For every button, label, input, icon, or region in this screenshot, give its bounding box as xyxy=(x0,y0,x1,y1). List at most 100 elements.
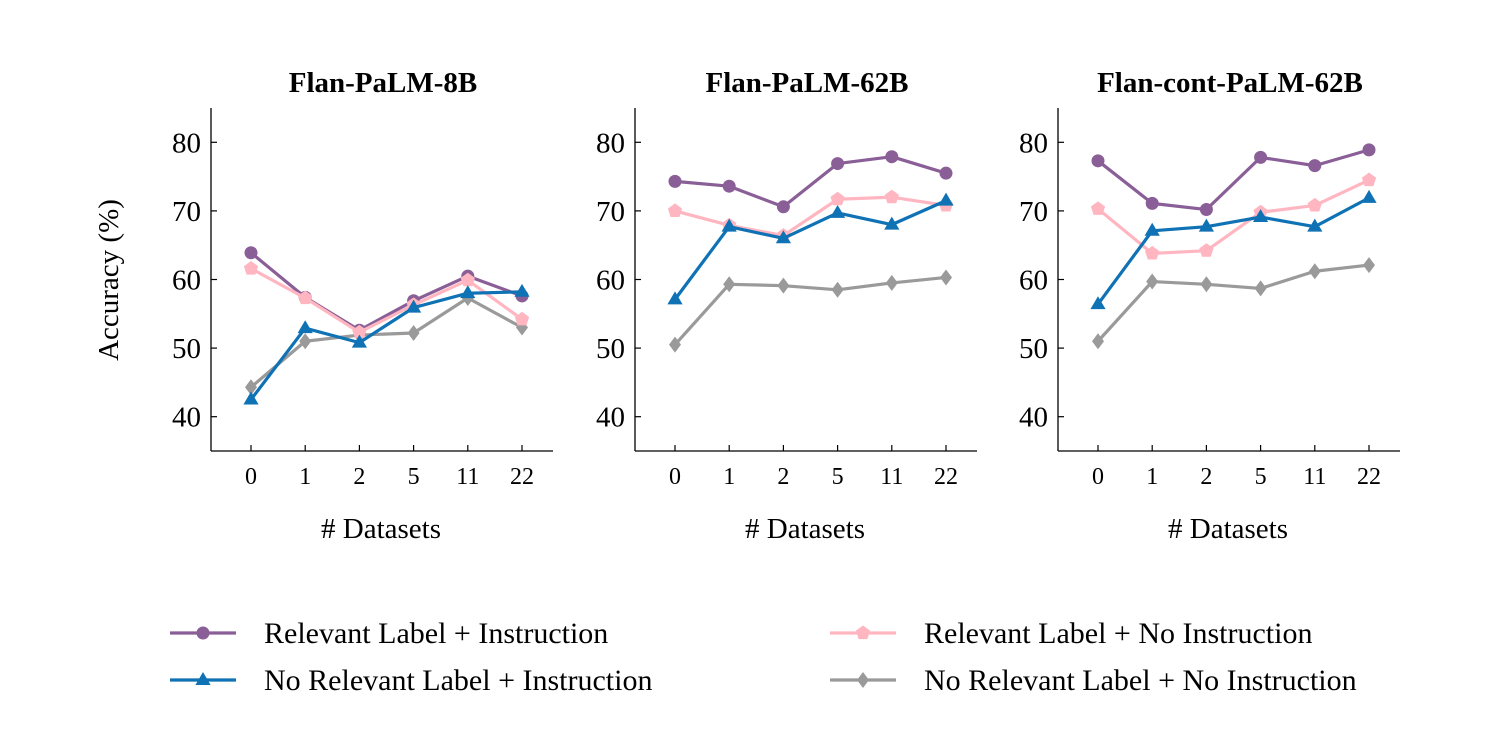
x-tick-label: 2 xyxy=(353,464,365,490)
legend-marker xyxy=(196,626,210,640)
series-line xyxy=(1096,196,1370,306)
x-tick-label: 11 xyxy=(456,464,479,490)
y-tick-label: 70 xyxy=(172,196,201,228)
x-tick-label: 22 xyxy=(934,464,958,490)
chart-title: Flan-cont-PaLM-62B xyxy=(1097,67,1363,99)
data-point xyxy=(1145,196,1159,210)
y-tick-label: 70 xyxy=(596,196,625,228)
y-tick-label: 60 xyxy=(596,265,625,297)
data-point xyxy=(940,269,952,286)
series-relevant-label-instruction xyxy=(1091,143,1376,217)
x-tick-label: 11 xyxy=(880,464,903,490)
data-point xyxy=(1091,154,1105,168)
data-point xyxy=(776,200,790,214)
x-tick-label: 1 xyxy=(1146,464,1158,490)
series-no-relevant-label-no-instruction xyxy=(1092,257,1375,350)
series-no-relevant-label-instruction xyxy=(1090,189,1377,310)
data-point xyxy=(1092,333,1104,350)
y-tick-label: 50 xyxy=(1019,333,1048,365)
x-tick-label: 5 xyxy=(408,464,420,490)
series-no-relevant-label-no-instruction xyxy=(669,269,952,353)
data-point xyxy=(352,324,367,339)
x-tick-label: 0 xyxy=(669,464,681,490)
series-relevant-label-instruction xyxy=(668,150,953,214)
data-point xyxy=(1363,257,1375,274)
series-line xyxy=(673,199,947,301)
data-point xyxy=(1198,218,1214,232)
data-point xyxy=(1146,273,1159,290)
data-point xyxy=(885,274,898,291)
series-line xyxy=(1097,148,1370,212)
y-tick-label: 80 xyxy=(172,127,201,159)
y-tick-label: 40 xyxy=(172,402,201,434)
data-point xyxy=(298,290,313,305)
series-line xyxy=(674,155,947,209)
chart-title: Flan-PaLM-62B xyxy=(706,67,909,99)
data-point xyxy=(668,174,682,188)
data-point xyxy=(831,157,845,171)
data-point xyxy=(938,192,954,206)
data-point xyxy=(297,320,313,334)
chart-title: Flan-PaLM-8B xyxy=(289,67,478,99)
y-tick-label: 60 xyxy=(1019,265,1048,297)
data-point xyxy=(885,150,899,164)
data-point xyxy=(244,246,258,260)
data-point xyxy=(1253,209,1269,223)
legend-label: Relevant Label + No Instruction xyxy=(924,617,1312,650)
data-point xyxy=(1200,276,1213,293)
data-point xyxy=(669,336,681,353)
legend-label: Relevant Label + Instruction xyxy=(264,617,608,650)
x-tick-label: 22 xyxy=(1357,464,1381,490)
series-line xyxy=(1096,263,1370,343)
x-tick-label: 1 xyxy=(299,464,311,490)
x-tick-label: 1 xyxy=(723,464,735,490)
x-axis-label: # Datasets xyxy=(321,513,441,545)
y-tick-label: 50 xyxy=(596,333,625,365)
data-point xyxy=(830,204,846,218)
data-point xyxy=(514,311,530,326)
y-tick-label: 40 xyxy=(1019,402,1048,434)
y-axis-label: Accuracy (%) xyxy=(93,199,125,361)
data-point xyxy=(407,325,420,342)
data-point xyxy=(245,379,257,396)
data-point xyxy=(722,179,736,193)
data-point xyxy=(1307,218,1323,232)
data-point xyxy=(831,281,844,298)
series-relevant-label-no-instruction xyxy=(1090,172,1377,260)
data-point xyxy=(514,283,530,297)
legend-marker xyxy=(195,672,211,685)
data-point xyxy=(884,189,899,204)
x-axis-label: # Datasets xyxy=(745,513,865,545)
data-point xyxy=(1362,143,1376,157)
data-point xyxy=(351,334,367,348)
data-point xyxy=(1361,189,1377,203)
data-point xyxy=(243,391,259,405)
data-point xyxy=(1090,296,1106,310)
legend-item-no-relevant-label-instruction: No Relevant Label + Instruction xyxy=(170,664,652,697)
legend-label: No Relevant Label + Instruction xyxy=(264,664,652,697)
chart-panel-flan-palm-62b: Flan-PaLM-62B 40 50 60 70 80 0 1 2 5 11 22 # Dataset… xyxy=(596,67,977,545)
data-point xyxy=(1199,203,1213,217)
data-point xyxy=(667,203,683,217)
legend: Relevant Label + Instruction Relevant Lab… xyxy=(170,617,1357,697)
data-point xyxy=(1144,222,1160,236)
y-tick-label: 70 xyxy=(1019,196,1048,228)
data-point xyxy=(723,276,736,293)
legend-item-relevant-label-no-instruction: Relevant Label + No Instruction xyxy=(830,617,1312,650)
x-tick-label: 11 xyxy=(1303,464,1326,490)
legend-item-no-relevant-label-no-instruction: No Relevant Label + No Instruction xyxy=(830,664,1357,697)
chart-panel-flan-cont-palm-62b: Flan-cont-PaLM-62B 40 50 60 70 80 0 1 2 5 11 22 # Da… xyxy=(1019,67,1400,545)
data-point xyxy=(939,166,953,180)
series-line xyxy=(249,296,523,389)
data-point xyxy=(1254,150,1268,164)
data-point xyxy=(406,299,422,313)
series-line xyxy=(249,290,523,401)
y-tick-label: 50 xyxy=(172,333,201,365)
data-point xyxy=(830,191,845,206)
x-tick-label: 22 xyxy=(510,464,534,490)
data-point xyxy=(1361,172,1377,187)
legend-marker xyxy=(857,672,869,688)
series-line xyxy=(673,275,947,346)
